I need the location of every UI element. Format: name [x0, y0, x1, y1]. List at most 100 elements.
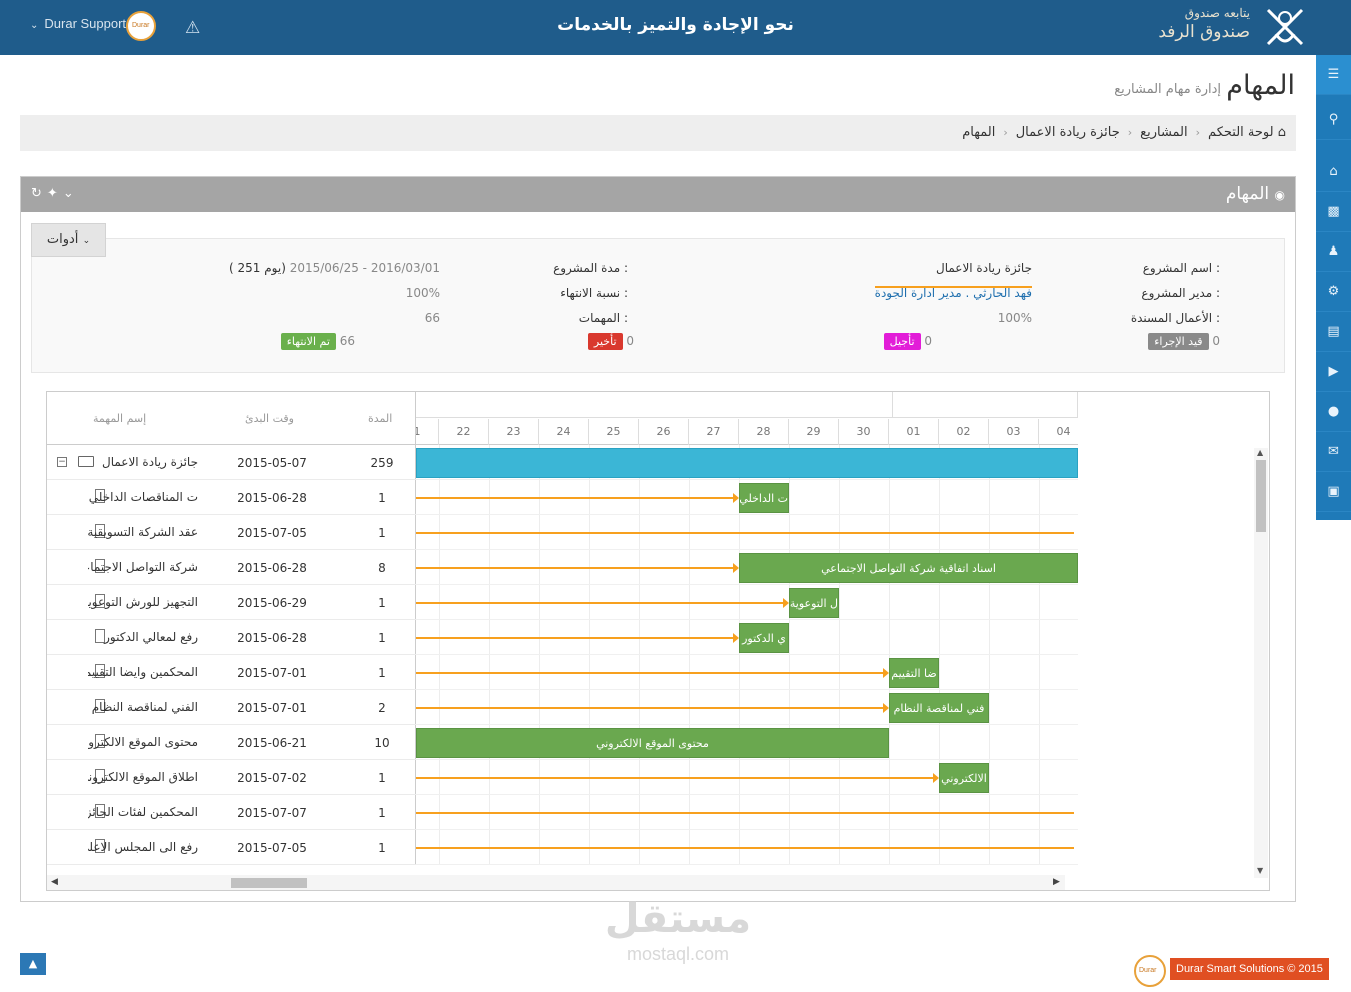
scroll-thumb[interactable] [1256, 460, 1266, 532]
task-row[interactable]: محتوى الموقع الالكتروني 2015-06-21 10 [47, 725, 416, 760]
home-icon[interactable]: ⌂ [1316, 152, 1351, 192]
task-bar[interactable]: ي الدكتور [739, 623, 789, 653]
task-row[interactable]: رفع لمعالي الدكتور 2015-06-28 1 [47, 620, 416, 655]
task-bar[interactable]: محتوى الموقع الالكتروني [416, 728, 889, 758]
file-icon [95, 769, 105, 783]
user-name: Durar Support [44, 16, 127, 31]
document-icon[interactable]: ▣ [1316, 472, 1351, 512]
watermark-en: mostaql.com [626, 944, 730, 964]
column-header-start[interactable]: وقت البدئ [245, 412, 294, 425]
tools-label: أدوات [46, 232, 79, 247]
row-line [416, 829, 1078, 830]
grid-line [689, 445, 690, 865]
comments-icon[interactable]: ● [1316, 392, 1351, 432]
file-icon [95, 664, 105, 678]
chevron-icon: ‹ [1195, 126, 1201, 139]
status-badge[interactable]: تم الانتهاء [280, 333, 336, 350]
task-start: 2015-07-05 [237, 526, 307, 540]
emblem-icon [1266, 8, 1304, 46]
file-icon [95, 839, 105, 853]
task-bar[interactable]: فني لمناقصة النظام [889, 693, 989, 723]
scroll-up-icon[interactable]: ▲ [1257, 448, 1264, 457]
column-header-name[interactable]: إسم المهمة [93, 412, 147, 425]
tasks-value: 66 [424, 311, 440, 325]
vertical-scrollbar[interactable]: ▲ ▼ [1254, 448, 1268, 878]
megaphone-icon[interactable]: ▶ [1316, 352, 1351, 392]
scroll-down-icon[interactable]: ▼ [1257, 866, 1264, 875]
top-bar: ⌄ Durar Support Durar ⚠ نحو الإجادة والتم… [0, 0, 1351, 55]
scroll-right-icon[interactable]: ▶ [1053, 877, 1060, 887]
tools-dropdown-button[interactable]: أدوات ⌄ [31, 223, 106, 257]
warning-icon[interactable]: ⚠ [185, 18, 201, 38]
task-start: 2015-06-28 [237, 561, 307, 575]
task-start: 2015-07-02 [237, 771, 307, 785]
settings-icon[interactable]: ⚙ [1316, 272, 1351, 312]
collapse-icon[interactable]: ⌄ [62, 186, 79, 201]
watermark-ar: مستقل [604, 896, 752, 942]
column-header-duration[interactable]: المدة [368, 412, 393, 425]
refresh-icon[interactable]: ↻ [31, 186, 47, 201]
menu-toggle-icon[interactable]: ☰ [1316, 55, 1351, 95]
task-row[interactable]: ت المناقصات الداخلي 2015-06-28 1 [47, 480, 416, 515]
task-row-parent[interactable]: − جائزة ريادة الاعمال 2015-05-07 259 [47, 445, 416, 480]
project-manager-value[interactable]: فهد الحارثي . مدير ادارة الجودة [874, 286, 1032, 300]
chart-icon[interactable]: ▩ [1316, 192, 1351, 232]
status-badge[interactable]: تأجيل [883, 333, 921, 350]
status-count: 0 [924, 334, 932, 348]
task-bar[interactable]: اسناد اتفاقية شركة التواصل الاجتماعي [739, 553, 1078, 583]
file-icon [95, 629, 105, 643]
user-menu[interactable]: ⌄ Durar Support [30, 16, 126, 31]
arrow-icon [883, 668, 889, 678]
task-duration: 1 [378, 806, 386, 820]
users-icon[interactable]: ♟ [1316, 232, 1351, 272]
task-bar[interactable]: الالكتروني [939, 763, 989, 793]
tasks-portlet: المهام ◉ ↻✦⌄ اسم المشروع : جائزة ريادة ا… [20, 176, 1296, 902]
month-header [416, 392, 893, 418]
dependency-link [416, 672, 885, 674]
portlet-title: المهام ◉ [1226, 184, 1285, 204]
search-icon[interactable]: ⚲ [1316, 100, 1351, 140]
gantt-chart: إسم المهمة وقت البدئ المدة − جائزة ريادة … [46, 391, 1270, 891]
scroll-top-button[interactable]: ▲ [20, 953, 46, 975]
status-badge[interactable]: تأخير [587, 333, 623, 350]
breadcrumb-projects[interactable]: المشاريع [1140, 125, 1188, 140]
task-bar[interactable]: ت الداخلي [739, 483, 789, 513]
breadcrumb-project[interactable]: جائزة ريادة الاعمال [1015, 125, 1120, 140]
lock-icon[interactable]: ▤ [1316, 312, 1351, 352]
task-row[interactable]: شركة التواصل الاجتماعي 2015-06-28 8 [47, 550, 416, 585]
status-badge[interactable]: قيد الإجراء [1148, 333, 1209, 350]
brand-line2: صندوق الرفد [1158, 22, 1250, 42]
task-bar[interactable]: ل التوعوية [789, 588, 839, 618]
envelope-icon[interactable]: ✉ [1316, 432, 1351, 472]
task-row[interactable]: المحكمين وايضا التقييم 2015-07-01 1 [47, 655, 416, 690]
arrow-icon [933, 773, 939, 783]
day-label: 21 [416, 419, 439, 445]
chevron-icon: ‹ [1003, 126, 1008, 139]
project-bar[interactable] [416, 448, 1078, 478]
duration-range: 2015/06/25 - 2016/03/01 [289, 261, 440, 275]
home-icon: ⌂ [1277, 125, 1286, 140]
task-row[interactable]: المحكمين لفئات الجائزة 2015-07-07 1 [47, 795, 416, 830]
task-row[interactable]: اطلاق الموقع الالكتروني 2015-07-02 1 [47, 760, 416, 795]
grid-header: إسم المهمة وقت البدئ المدة [47, 392, 416, 445]
dependency-link [416, 707, 885, 709]
status-count: 0 [1212, 334, 1220, 348]
scroll-left-icon[interactable]: ◀ [51, 877, 58, 887]
scroll-thumb[interactable] [231, 878, 307, 888]
user-avatar[interactable]: Durar [126, 11, 156, 41]
file-icon [95, 734, 105, 748]
task-row[interactable]: عقد الشركة التسويقية 2015-07-05 1 [47, 515, 416, 550]
project-name-label: اسم المشروع : [1142, 261, 1220, 275]
task-row[interactable]: التجهيز للورش التوعوية 2015-06-29 1 [47, 585, 416, 620]
task-name: المحكمين لفئات الجائزة [88, 805, 198, 819]
breadcrumb-dashboard[interactable]: لوحة التحكم [1208, 125, 1274, 140]
horizontal-scrollbar[interactable]: ◀ ▶ [47, 875, 1065, 890]
task-bar[interactable]: ضا التقييم [889, 658, 939, 688]
portlet-title-text: المهام [1225, 184, 1270, 204]
task-row[interactable]: رفع الى المجلس الاعلى 2015-07-05 1 [47, 830, 416, 865]
wrench-icon[interactable]: ✦ [46, 186, 63, 201]
collapse-icon[interactable]: − [57, 457, 67, 467]
row-line [416, 514, 1078, 515]
day-label: 24 [539, 419, 589, 445]
task-row[interactable]: الفني لمناقصة النظام 2015-07-01 2 [47, 690, 416, 725]
